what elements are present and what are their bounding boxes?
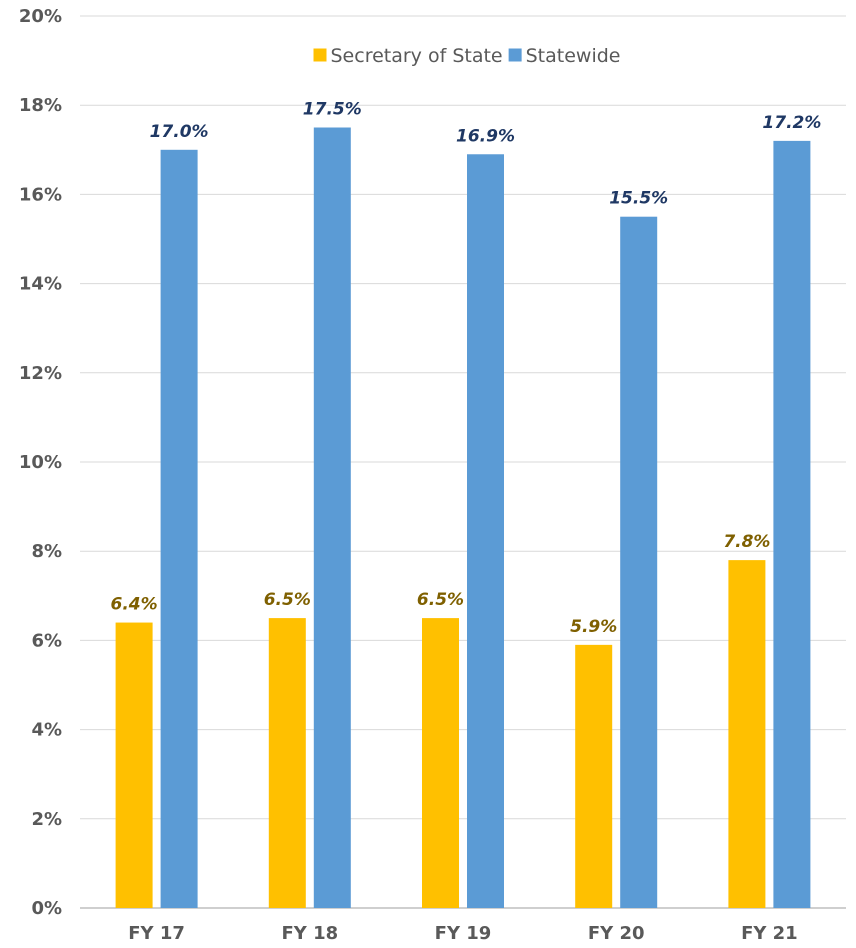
data-label: 17.0% [150,122,209,142]
x-category-label: FY 17 [128,923,185,944]
bar-statewide [467,154,504,908]
bar-secretary-of-state [268,618,306,908]
x-category-label: FY 21 [741,923,798,944]
legend-label: Statewide [526,45,621,67]
y-tick-label: 2% [31,809,62,830]
data-label: 6.5% [264,590,311,610]
data-label: 16.9% [456,126,515,146]
data-labels: 6.4% 17.0% 6.5% 17.5% 6.5% 16.9% 5.9% 15.5% 7.8%… [111,100,822,637]
bar-secretary-of-state [115,622,153,908]
bar-statewide [620,216,658,908]
y-tick-label: 6% [31,630,62,651]
y-tick-label: 14% [19,274,62,295]
bar-secretary-of-state [575,644,613,908]
data-label: 17.2% [762,113,821,133]
y-tick-label: 10% [19,452,62,473]
legend-swatch-secretary-of-state [313,48,327,62]
y-axis-tick-labels: 0% 2% 4% 6% 8% 10% 12% 14% 16% 18% 20% [19,6,62,919]
x-category-label: FY 18 [281,923,338,944]
legend-swatch-statewide [508,48,522,62]
y-tick-label: 20% [19,6,62,27]
y-tick-label: 0% [31,898,62,919]
bar-secretary-of-state [422,618,459,908]
y-tick-label: 16% [19,184,62,205]
data-label: 15.5% [609,189,668,209]
bar-statewide [773,140,811,908]
legend-label: Secretary of State [331,45,503,67]
bar-secretary-of-state [728,560,766,908]
x-category-label: FY 20 [588,923,645,944]
data-label: 7.8% [723,532,770,552]
x-axis-category-labels: FY 17 FY 18 FY 19 FY 20 FY 21 [128,923,797,944]
legend: Secretary of State Statewide [313,45,621,67]
y-tick-label: 12% [19,363,62,384]
bar-statewide [160,149,198,909]
gridlines [80,15,846,909]
data-label: 17.5% [303,100,362,120]
data-label: 6.5% [417,590,464,610]
data-label: 5.9% [570,617,617,637]
x-category-label: FY 19 [435,923,492,944]
y-tick-label: 8% [31,541,62,562]
y-tick-label: 18% [19,95,62,116]
data-label: 6.4% [111,595,158,615]
bars [115,127,811,909]
y-tick-label: 4% [31,720,62,741]
bar-statewide [313,127,351,908]
